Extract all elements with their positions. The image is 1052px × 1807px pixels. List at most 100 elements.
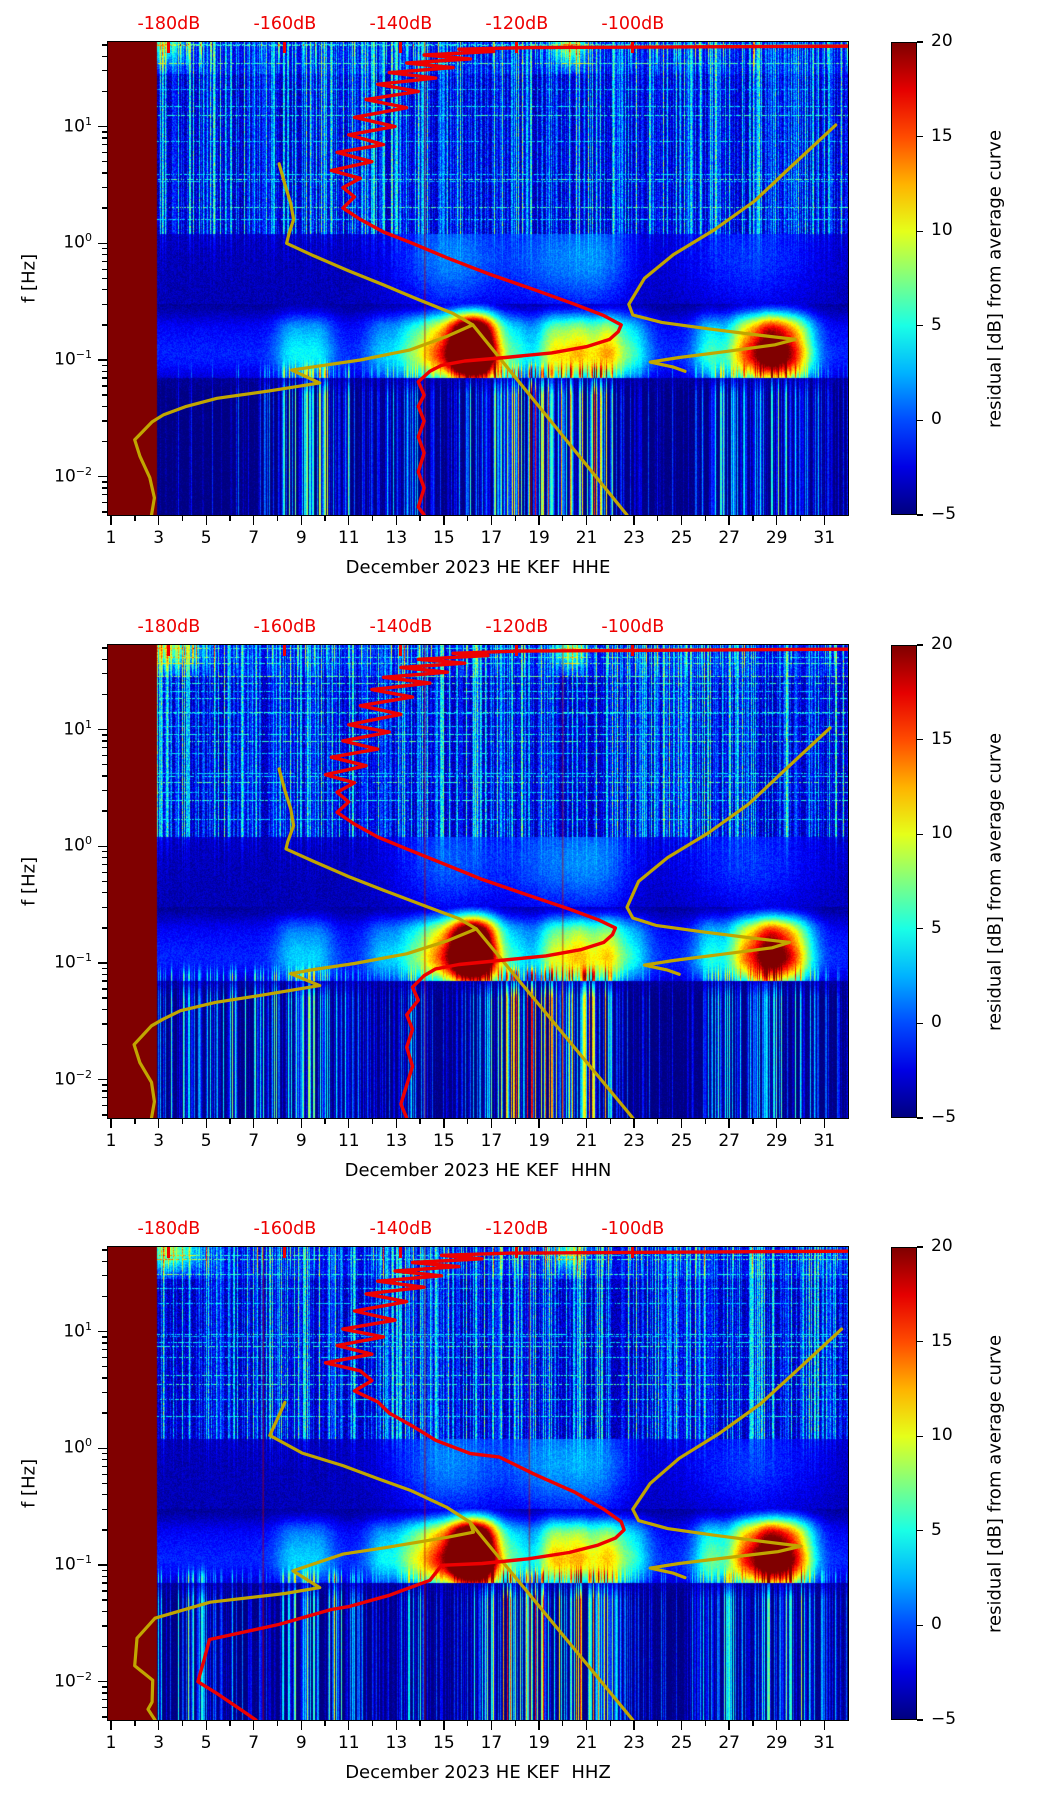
x-major-tick	[585, 516, 588, 525]
y-minor-tick	[102, 647, 107, 649]
x-tick-label: 21	[575, 1733, 598, 1753]
average-psd-curve	[323, 647, 848, 1118]
y-axis-title: f [Hz]	[18, 1458, 40, 1509]
psd-curves-overlay	[133, 44, 848, 515]
spectrogram-panel-HHZ: -180dB -160dB -140dB -120dB -100dB 1 3 5 7 9 11 13 1…	[0, 1219, 1052, 1807]
x-major-tick	[823, 516, 825, 525]
x-major-tick	[348, 516, 350, 525]
y-tick-label: 100	[63, 834, 92, 856]
colorbar-tick	[917, 1246, 923, 1248]
y-minor-tick	[102, 1275, 107, 1277]
top-db-tick-label: -160dB	[253, 14, 317, 34]
x-major-tick	[538, 516, 540, 525]
y-minor-tick	[102, 420, 107, 422]
x-major-tick	[585, 1721, 588, 1730]
colorbar-tick-label: 5	[931, 917, 942, 938]
y-minor-tick	[102, 775, 107, 777]
x-minor-tick	[134, 1119, 136, 1124]
y-minor-tick	[102, 1114, 107, 1116]
x-minor-tick	[609, 516, 611, 521]
x-tick-label: 1	[105, 1733, 117, 1753]
x-tick-label: 29	[765, 1131, 788, 1151]
y-tick-label: 101	[63, 717, 92, 740]
y-tick-label: 101	[63, 114, 92, 137]
y-minor-tick	[102, 1043, 107, 1046]
x-major-tick	[110, 516, 112, 525]
colorbar-label: residual [dB] from average curve	[984, 732, 1006, 1031]
plot-area-HHZ: -180dB -160dB -140dB -120dB -100dB 1 3 5 7 9 11 13 1…	[54, 1219, 849, 1783]
y-major-tick	[98, 1681, 107, 1683]
colorbar-tick-label: 20	[931, 31, 953, 51]
plot-area-HHE: -180dB -160dB -140dB -120dB -100dB 1 3 5 7 9 11 13 1…	[54, 14, 849, 578]
colorbar-tick-label: −5	[931, 504, 957, 524]
x-tick-label: 25	[670, 1733, 693, 1753]
x-minor-tick	[657, 1721, 659, 1726]
colorbar-label: residual [dB] from average curve	[984, 1334, 1006, 1633]
y-minor-tick	[102, 303, 107, 305]
x-minor-tick	[562, 1721, 564, 1726]
x-axis-title: December 2023 HE KEF HHE	[345, 557, 611, 578]
x-tick-label: 19	[528, 1733, 550, 1753]
x-tick-label: 31	[813, 1131, 836, 1151]
y-minor-tick	[102, 1452, 107, 1455]
x-minor-tick	[514, 1721, 516, 1726]
y-minor-tick	[102, 405, 107, 408]
y-minor-tick	[102, 481, 107, 483]
top-db-tick	[515, 1247, 519, 1258]
y-minor-tick	[102, 370, 107, 372]
x-tick-label: 23	[623, 528, 645, 548]
y-axis-title: f [Hz]	[18, 856, 40, 907]
colorbar-tick	[917, 1530, 923, 1532]
y-minor-tick	[102, 172, 107, 174]
y-minor-tick	[102, 1716, 107, 1718]
x-minor-tick	[752, 1119, 754, 1124]
y-major-tick	[98, 242, 107, 244]
top-db-tick-label: -160dB	[253, 617, 317, 637]
y-minor-tick	[102, 1625, 107, 1627]
top-db-tick	[283, 1247, 287, 1258]
x-tick-label: 11	[337, 1131, 360, 1151]
spectrogram-panel-HHE: -180dB -160dB -140dB -120dB -100dB 1 3 5 7 9 11 13 1…	[0, 14, 1052, 602]
x-tick-label: 25	[670, 528, 693, 548]
y-minor-tick	[102, 1465, 107, 1467]
y-minor-tick	[102, 734, 107, 736]
x-axis-title: December 2023 HE KEF HHZ	[345, 1762, 611, 1783]
y-minor-tick	[102, 494, 107, 496]
x-tick-label: 9	[295, 528, 307, 548]
top-db-tick-label: -160dB	[253, 1219, 317, 1239]
x-major-tick	[680, 516, 683, 525]
colorbar-tick	[917, 1719, 923, 1721]
top-db-tick-label: -100dB	[601, 617, 665, 637]
colorbar-tick	[917, 135, 923, 138]
colorbar-tick	[917, 230, 923, 232]
average-psd-curve	[196, 1249, 848, 1720]
colorbar-tick	[917, 325, 923, 327]
x-minor-tick	[514, 516, 516, 521]
x-major-tick	[348, 1119, 350, 1128]
y-minor-tick	[102, 1692, 107, 1694]
x-tick-label: 3	[153, 528, 165, 548]
y-minor-tick	[102, 501, 107, 504]
x-major-tick	[823, 1721, 825, 1730]
x-tick-label: 3	[153, 1733, 165, 1753]
x-major-tick	[443, 1721, 445, 1730]
y-minor-tick	[102, 1336, 107, 1338]
y-minor-tick	[102, 764, 107, 766]
y-major-tick	[98, 962, 107, 964]
y-minor-tick	[102, 394, 107, 396]
colorbar-tick-label: 0	[931, 1012, 942, 1033]
x-axis-title: December 2023 HE KEF HHN	[344, 1160, 612, 1181]
top-db-tick-label: -180dB	[137, 14, 201, 34]
y-minor-tick	[102, 131, 107, 133]
x-major-tick	[633, 516, 635, 525]
y-major-tick	[98, 728, 107, 731]
y-tick-label: 10−2	[54, 1669, 92, 1692]
y-minor-tick	[102, 789, 107, 792]
colorbar-tick-label: 10	[931, 220, 953, 241]
x-tick-label: 31	[813, 528, 836, 548]
x-tick-label: 29	[765, 528, 788, 548]
x-major-tick	[776, 1721, 778, 1730]
y-minor-tick	[102, 385, 107, 387]
y-minor-tick	[102, 487, 107, 489]
x-tick-label: 21	[575, 528, 598, 548]
